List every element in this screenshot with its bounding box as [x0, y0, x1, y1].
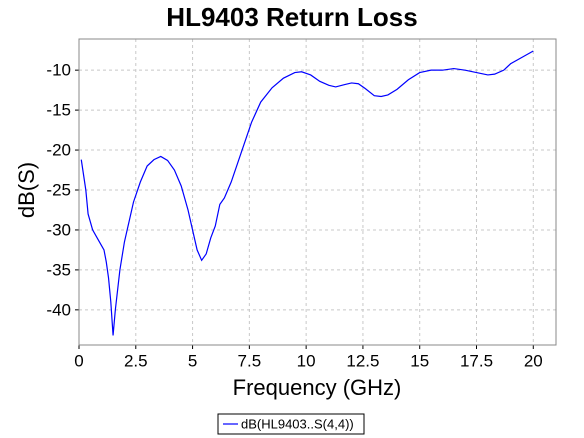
- y-axis-label: dB(S): [14, 162, 39, 218]
- x-tick-label: 10: [297, 351, 316, 370]
- x-tick-label: 5: [188, 351, 197, 370]
- y-tick-label: -10: [46, 61, 71, 80]
- x-tick-label: 17.5: [460, 351, 493, 370]
- plot-background: [79, 39, 556, 345]
- legend-label: dB(HL9403..S(4,4)): [241, 416, 354, 431]
- x-tick-label: 0: [74, 351, 83, 370]
- x-tick-label: 12.5: [346, 351, 379, 370]
- y-tick-label: -35: [46, 260, 71, 279]
- plot-area: -40 -35 -30 -25 -20 -15 -10 0 2.5 5 7.5 10 12.5 15 17.…: [46, 38, 557, 370]
- legend-box: [217, 413, 365, 435]
- y-tick-label: -20: [46, 141, 71, 160]
- x-tick-label: 20: [524, 351, 543, 370]
- legend: dB(HL9403..S(4,4)): [217, 413, 365, 435]
- x-tick-label: 15: [410, 351, 429, 370]
- y-tick-label: -30: [46, 220, 71, 239]
- chart-title: HL9403 Return Loss: [166, 2, 417, 32]
- plot-border: [78, 38, 557, 346]
- y-tick-label: -40: [46, 300, 71, 319]
- x-tick-label: 7.5: [238, 351, 262, 370]
- y-tick-label: -25: [46, 180, 71, 199]
- x-tick-label: 2.5: [124, 351, 148, 370]
- x-axis-label: Frequency (GHz): [233, 375, 402, 400]
- y-tick-label: -15: [46, 101, 71, 120]
- data-line: [80, 50, 534, 336]
